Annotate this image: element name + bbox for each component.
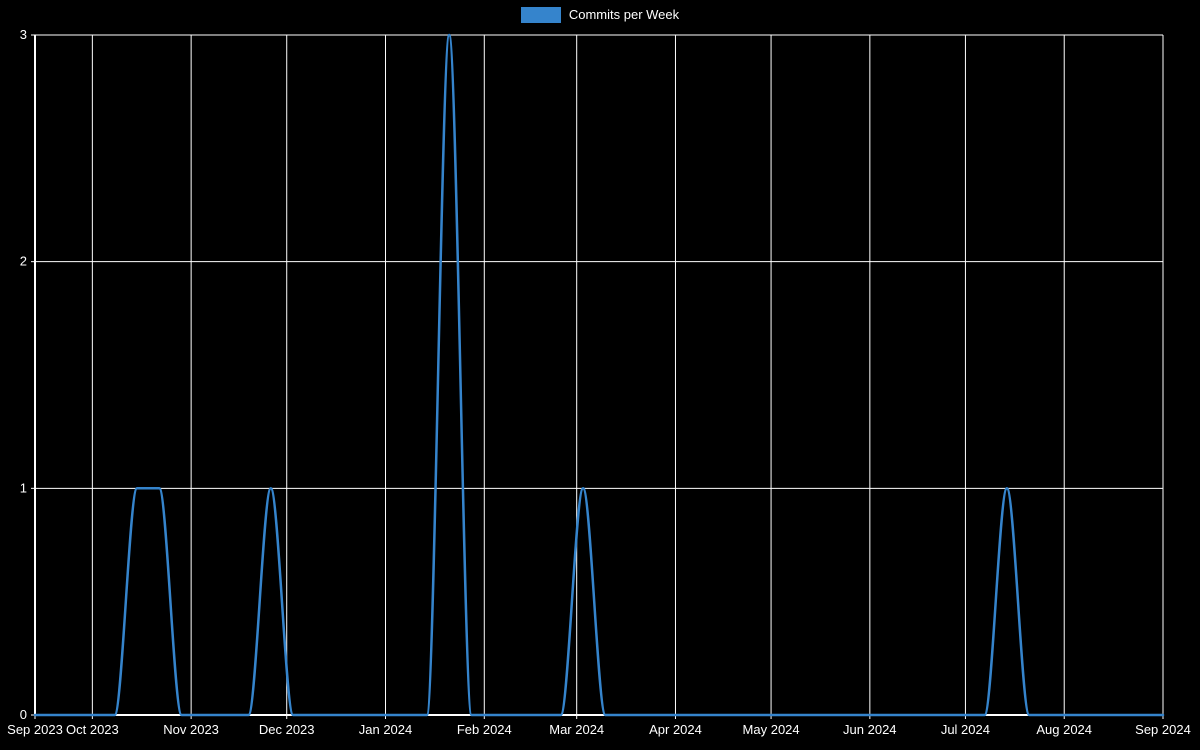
x-tick-label: May 2024 [743,722,800,737]
x-tick-label: Mar 2024 [549,722,604,737]
x-tick-label: Oct 2023 [66,722,119,737]
x-axis-labels: Sep 2023 Oct 2023 Nov 2023 Dec 2023 Jan 2024… [7,722,1191,737]
tick-marks [31,34,1164,719]
legend-swatch-commits [520,7,561,23]
x-tick-label: Nov 2023 [163,722,219,737]
x-tick-label: Dec 2023 [259,722,315,737]
y-tick-label: 0 [20,707,27,722]
x-tick-label: Jan 2024 [359,722,413,737]
x-tick-label: Feb 2024 [457,722,512,737]
y-tick-label: 3 [20,27,27,42]
y-tick-label: 1 [20,480,27,495]
y-tick-label: 2 [20,254,27,269]
x-tick-label: Aug 2024 [1036,722,1092,737]
legend-label-commits: Commits per Week [568,7,680,22]
x-tick-label: Jul 2024 [941,722,990,737]
chart-legend: Commits per Week [0,7,1200,23]
x-tick-label: Sep 2024 [1135,722,1191,737]
x-tick-label: Sep 2023 [7,722,63,737]
x-tick-label: Apr 2024 [649,722,702,737]
x-tick-label: Jun 2024 [843,722,897,737]
series-line-commits-per-week [33,33,1165,717]
y-axis-labels: 0 1 2 3 [20,27,27,722]
